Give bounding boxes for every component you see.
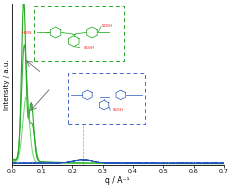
Text: SO$_3$H: SO$_3$H: [112, 107, 123, 114]
Bar: [68, 73, 145, 124]
Y-axis label: Intensity / a.u.: Intensity / a.u.: [4, 59, 10, 110]
Text: SO$_3$H: SO$_3$H: [83, 44, 95, 52]
Text: SO$_3$H: SO$_3$H: [101, 22, 113, 30]
X-axis label: q / A⁻¹: q / A⁻¹: [106, 176, 130, 185]
Bar: [34, 6, 124, 61]
Text: HO$_3$S: HO$_3$S: [21, 29, 33, 37]
